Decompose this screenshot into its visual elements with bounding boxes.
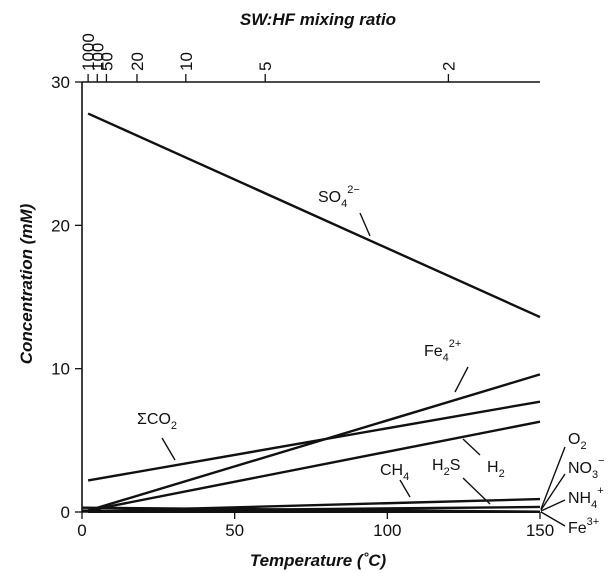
x-tick-label: 150 bbox=[526, 521, 554, 540]
series-line bbox=[87, 400, 541, 482]
series-label-base: Fe bbox=[568, 520, 587, 537]
series-label-leader bbox=[454, 366, 469, 393]
series-label-base: O bbox=[568, 431, 580, 448]
series-label: CH4 bbox=[380, 462, 409, 483]
x-tick-label: 0 bbox=[77, 521, 86, 540]
series-label: SO42− bbox=[318, 184, 360, 210]
series-label-base: NO bbox=[568, 460, 592, 477]
series-line bbox=[87, 112, 541, 319]
top-tick-label: 50 bbox=[97, 52, 116, 71]
series-label: NH4+ bbox=[568, 485, 604, 511]
series-label-sub: 3 bbox=[592, 469, 598, 481]
series-label: Fe3+ bbox=[568, 516, 599, 537]
series-label-leader bbox=[161, 437, 176, 461]
y-tick-label: 30 bbox=[51, 73, 70, 92]
top-tick-label: 5 bbox=[256, 62, 275, 71]
series-label: NO3− bbox=[568, 455, 605, 481]
y-tick-label: 0 bbox=[61, 503, 70, 522]
x-axis-title: Temperature (˚C) bbox=[250, 551, 387, 570]
series-label: O2 bbox=[568, 431, 587, 452]
series-line bbox=[87, 373, 541, 512]
series-label: ΣCO2 bbox=[137, 411, 177, 432]
series-label-base: SO bbox=[318, 189, 341, 206]
series-label-base: H bbox=[432, 457, 444, 474]
series-label: H2 bbox=[487, 459, 505, 480]
x-tick-label: 50 bbox=[225, 521, 244, 540]
series-label-sub: 2 bbox=[580, 440, 586, 452]
top-tick-label: 2 bbox=[439, 62, 458, 71]
series-lines bbox=[81, 112, 541, 514]
series-label-sub: 4 bbox=[403, 471, 409, 483]
series-label-sup: + bbox=[597, 485, 603, 497]
series-label-leader bbox=[359, 212, 371, 237]
series-label: H2S bbox=[432, 457, 460, 478]
series-label-leader bbox=[540, 499, 566, 512]
top-tick-label: 20 bbox=[128, 52, 147, 71]
series-label-sub: 4 bbox=[443, 352, 449, 364]
series-label-base: Fe bbox=[424, 343, 443, 360]
series-label-sub: 4 bbox=[341, 198, 347, 210]
series-label-sub: 2 bbox=[171, 420, 177, 432]
top-tick-label: 10 bbox=[177, 52, 196, 71]
series-label-base: ΣCO bbox=[137, 411, 171, 428]
series-label: Fe42+ bbox=[424, 338, 461, 364]
y-axis-title: Concentration (mM) bbox=[17, 203, 36, 364]
series-label-base: CH bbox=[380, 462, 403, 479]
top-axis-title: SW:HF mixing ratio bbox=[240, 10, 396, 29]
series-label-sub: 2 bbox=[444, 466, 450, 478]
series-line bbox=[87, 420, 541, 512]
top-tick-label: 1000 bbox=[79, 33, 98, 71]
series-label-sub: 2 bbox=[499, 468, 505, 480]
series-label-leader bbox=[399, 479, 411, 498]
series-label-leader bbox=[540, 511, 566, 527]
x-tick-label: 100 bbox=[373, 521, 401, 540]
series-label-leader bbox=[462, 438, 481, 456]
series-label-tail: S bbox=[450, 457, 461, 474]
series-label-sup: − bbox=[598, 455, 604, 467]
series-label-sup: 2+ bbox=[449, 338, 462, 350]
series-label-sub: 4 bbox=[591, 499, 597, 511]
series-label-base: H bbox=[487, 459, 499, 476]
series-label-sup: 2− bbox=[347, 184, 360, 196]
series-label-sup: 3+ bbox=[587, 516, 600, 528]
y-tick-label: 10 bbox=[51, 360, 70, 379]
series-label-leader bbox=[540, 446, 566, 510]
series-label-leader bbox=[540, 473, 566, 511]
series-label-base: NH bbox=[568, 490, 591, 507]
series-label-leader bbox=[462, 477, 491, 505]
top-tick-label: 100 bbox=[88, 43, 107, 71]
y-tick-label: 20 bbox=[51, 216, 70, 235]
